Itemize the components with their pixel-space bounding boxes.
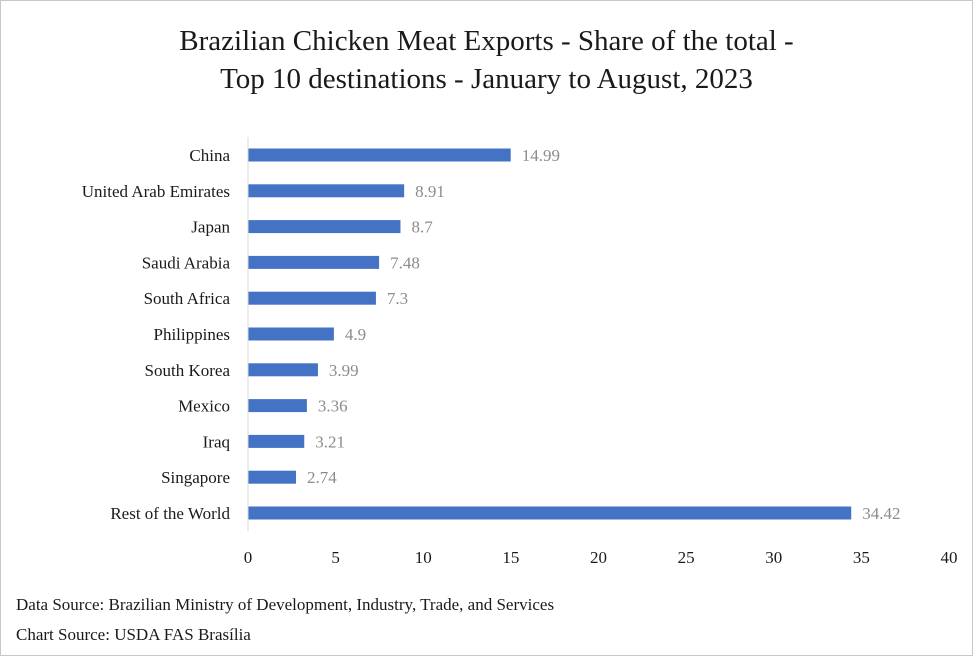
category-label: Iraq bbox=[203, 432, 231, 451]
value-label: 8.91 bbox=[415, 182, 445, 201]
category-label: Japan bbox=[191, 218, 230, 237]
x-tick-label: 10 bbox=[415, 548, 432, 567]
bar bbox=[248, 470, 297, 484]
category-label: Mexico bbox=[178, 397, 230, 416]
category-labels-group: China United Arab Emirates Japan Saudi Arab… bbox=[82, 146, 231, 523]
chart-subtitle: Top 10 destinations - January to August,… bbox=[220, 63, 753, 95]
x-tick-label: 30 bbox=[765, 548, 782, 567]
x-tick-labels-group: 0 5 10 15 20 25 30 35 40 bbox=[244, 548, 958, 567]
category-label: United Arab Emirates bbox=[82, 182, 230, 201]
category-label: Philippines bbox=[153, 325, 230, 344]
value-label: 34.42 bbox=[862, 504, 900, 523]
value-label: 7.48 bbox=[390, 253, 420, 272]
bar bbox=[248, 327, 334, 341]
bar bbox=[248, 184, 405, 198]
x-tick-label: 5 bbox=[331, 548, 340, 567]
chart-title-block: Brazilian Chicken Meat Exports - Share o… bbox=[0, 22, 973, 98]
x-tick-label: 15 bbox=[502, 548, 519, 567]
bar bbox=[248, 506, 852, 520]
value-label: 4.9 bbox=[345, 325, 366, 344]
bar bbox=[248, 399, 307, 413]
x-tick-label: 20 bbox=[590, 548, 607, 567]
category-label: South Africa bbox=[144, 289, 231, 308]
data-source-note: Data Source: Brazilian Ministry of Devel… bbox=[16, 595, 555, 614]
value-label: 2.74 bbox=[307, 468, 337, 487]
bar bbox=[248, 148, 511, 162]
value-label: 3.21 bbox=[315, 432, 345, 451]
category-label: South Korea bbox=[145, 361, 231, 380]
category-label: Singapore bbox=[161, 468, 230, 487]
bar bbox=[248, 434, 305, 448]
category-label: China bbox=[189, 146, 230, 165]
bars-group bbox=[248, 148, 852, 520]
chart-source-note: Chart Source: USDA FAS Brasília bbox=[16, 625, 251, 644]
bar bbox=[248, 220, 401, 234]
value-label: 3.36 bbox=[318, 397, 348, 416]
x-tick-label: 25 bbox=[678, 548, 695, 567]
x-tick-label: 40 bbox=[941, 548, 958, 567]
bar bbox=[248, 255, 380, 269]
value-labels-group: 14.99 8.91 8.7 7.48 7.3 4.9 3.99 3.36 3.21 2.74 34… bbox=[307, 146, 900, 523]
value-label: 14.99 bbox=[522, 146, 560, 165]
value-label: 7.3 bbox=[387, 289, 408, 308]
x-tick-label: 35 bbox=[853, 548, 870, 567]
category-label: Saudi Arabia bbox=[142, 253, 231, 272]
category-label: Rest of the World bbox=[110, 504, 230, 523]
x-tick-label: 0 bbox=[244, 548, 253, 567]
value-label: 8.7 bbox=[411, 218, 433, 237]
value-label: 3.99 bbox=[329, 361, 359, 380]
chart-title: Brazilian Chicken Meat Exports - Share o… bbox=[179, 25, 794, 57]
bar bbox=[248, 363, 318, 377]
bar bbox=[248, 291, 376, 305]
